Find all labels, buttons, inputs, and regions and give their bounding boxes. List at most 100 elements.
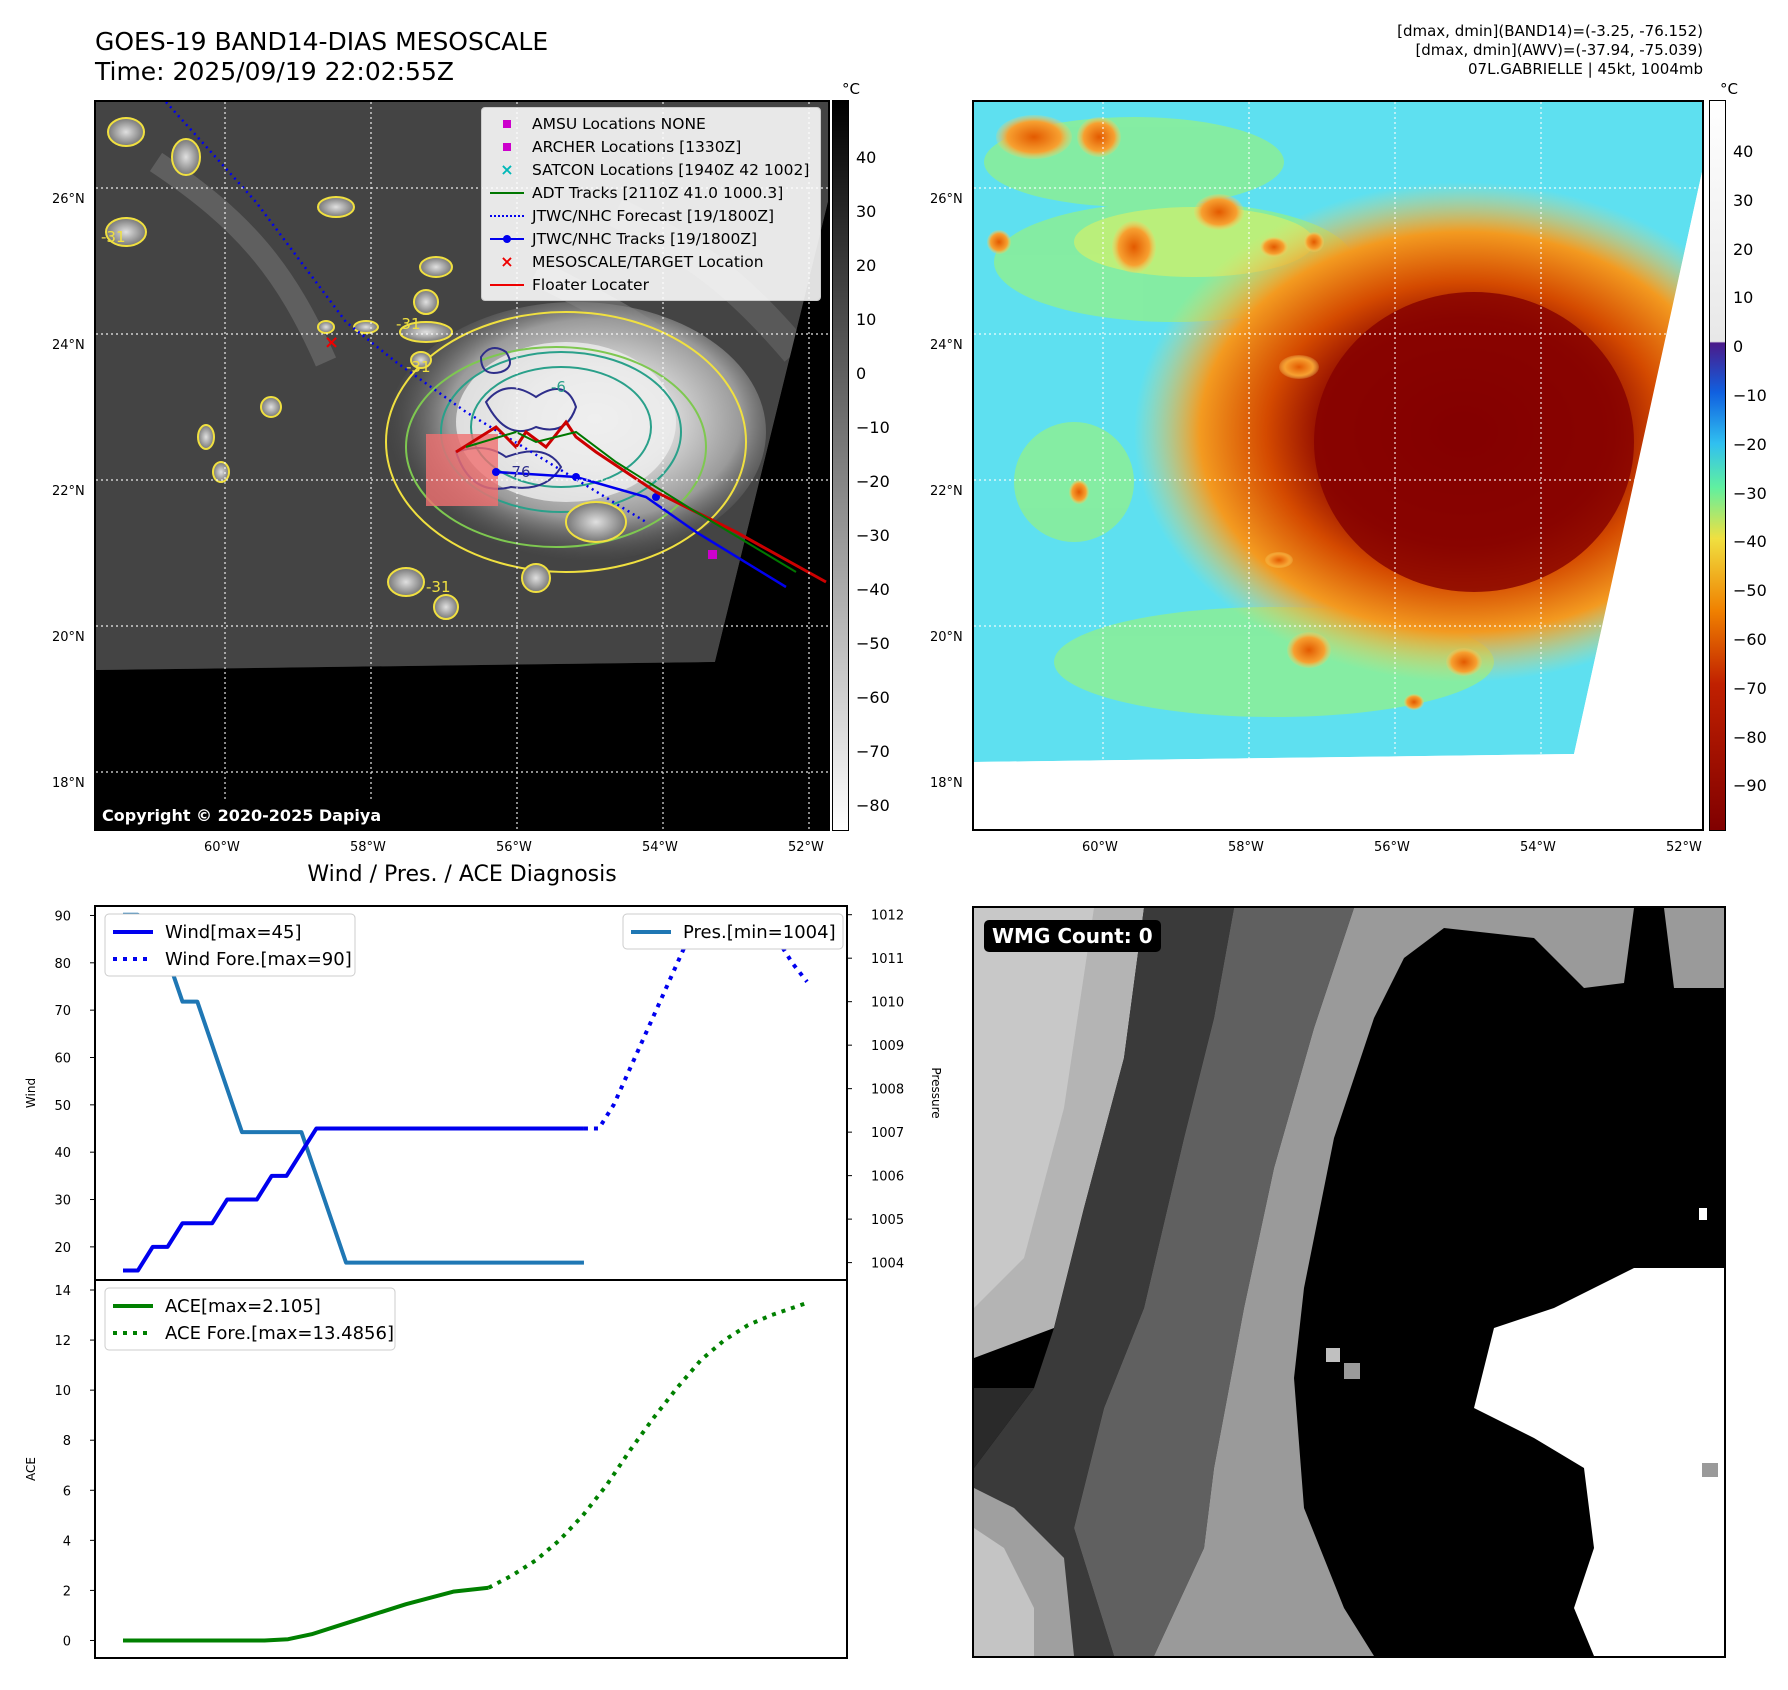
colorbar-tick: −10 <box>1733 386 1767 405</box>
colorbar-tick: 40 <box>1733 142 1754 161</box>
info-block: [dmax, dmin](BAND14)=(-3.25, -76.152) [d… <box>1397 22 1703 79</box>
colorbar-tick: 20 <box>1733 239 1754 259</box>
colorbar-tick: −30 <box>1733 483 1767 503</box>
lon-label: 56°W <box>1374 840 1410 855</box>
diagnosis-title: Wind / Pres. / ACE Diagnosis <box>307 862 617 887</box>
ace-y-tick-label: 2 <box>63 1584 71 1599</box>
wind-axis-label: Wind <box>24 1078 38 1108</box>
y-tick-label: 90 <box>54 909 71 924</box>
y-tick-label: 40 <box>54 1146 71 1161</box>
y-right-tick-label: 1006 <box>871 1170 904 1185</box>
ace-axis-label: ACE <box>24 1457 38 1481</box>
colorbar-tick: 0 <box>856 364 867 383</box>
info-line-2: [dmax, dmin](AWV)=(-37.94, -75.039) <box>1415 41 1703 59</box>
legend-item: Floater Locater <box>482 273 820 296</box>
lat-label: 22°N <box>52 484 85 499</box>
lon-label: 58°W <box>1228 840 1264 855</box>
contour-label: -31 <box>101 228 126 246</box>
lat-label: 20°N <box>52 630 85 645</box>
pressure-legend: Pres.[min=1004] <box>622 913 844 950</box>
floater-track <box>455 419 827 584</box>
ace-y-tick-label: 6 <box>63 1484 71 1499</box>
colorbar-tick: 20 <box>856 256 877 275</box>
legend-item: JTWC/NHC Forecast [19/1800Z] <box>482 204 820 227</box>
lat-label: 22°N <box>930 484 963 499</box>
lon-label: 54°W <box>1520 840 1556 855</box>
wind-line <box>123 1126 584 1273</box>
ace-y-tick-label: 10 <box>54 1384 71 1399</box>
adt-track <box>465 430 797 573</box>
colorbar-tick: 30 <box>1733 190 1754 210</box>
colorbar-tick: −90 <box>1733 776 1767 796</box>
colorbar-tick: 30 <box>856 202 877 221</box>
ace-line <box>123 1585 489 1643</box>
legend-item: × MESOSCALE/TARGET Location <box>500 252 764 271</box>
colorbar-tick: −60 <box>856 688 890 707</box>
copyright-label: Copyright © 2020-2025 Dapiya <box>96 802 388 829</box>
legend-item: ADT Tracks [2110Z 41.0 1000.3] <box>482 181 820 204</box>
y-tick-label: 80 <box>54 957 71 972</box>
colorbar-tick: −20 <box>856 472 890 491</box>
contour-label: -31 <box>396 315 421 333</box>
colorbar-tick: 0 <box>1733 337 1744 357</box>
colorbar-tick: −50 <box>856 634 890 653</box>
svg-text:×: × <box>324 332 339 353</box>
colorbar-tick: −70 <box>1733 678 1767 698</box>
y-right-tick-label: 1012 <box>871 909 904 924</box>
lat-label: 26°N <box>930 192 963 207</box>
y-right-tick-label: 1005 <box>871 1213 904 1228</box>
legend-item: ARCHER Locations [1330Z] <box>482 135 820 158</box>
ace-y-tick-label: 4 <box>63 1534 71 1549</box>
ir-map-panel[interactable]: × -31 -31 -31 -6 -76 -31 AMSU Locations … <box>94 100 830 831</box>
legend-label: Pres.[min=1004] <box>683 922 836 943</box>
legend-item: × SATCON Locations [1940Z 42 1002] <box>500 160 810 179</box>
legend-label: ACE Fore.[max=13.4856] <box>165 1323 394 1344</box>
y-tick-label: 60 <box>54 1051 71 1066</box>
y-tick-label: 30 <box>54 1194 71 1209</box>
colorbar-tick: −80 <box>1733 727 1767 747</box>
y-right-tick-label: 1004 <box>871 1257 904 1272</box>
y-right-tick-label: 1009 <box>871 1039 904 1054</box>
legend-label: Wind[max=45] <box>165 922 302 943</box>
y-right-tick-label: 1008 <box>871 1083 904 1098</box>
ace-y-tick-label: 12 <box>54 1334 71 1349</box>
y-tick-label: 70 <box>54 1004 71 1019</box>
colorbar-tick: −20 <box>1733 434 1767 454</box>
lat-label: 26°N <box>52 192 85 207</box>
pressure-axis-label: Pressure <box>929 1067 943 1118</box>
colorbar-tick: −70 <box>856 742 890 761</box>
y-tick-label: 20 <box>54 1241 71 1256</box>
ace-forecast-line <box>487 1300 808 1590</box>
info-line-1: [dmax, dmin](BAND14)=(-3.25, -76.152) <box>1397 22 1703 40</box>
contour-label: -76 <box>506 463 531 481</box>
lon-label: 56°W <box>496 840 532 855</box>
colorbar-tick: −40 <box>1733 532 1767 552</box>
colorbar-tick: −30 <box>856 526 890 545</box>
contour-label: -31 <box>406 358 431 376</box>
colorbar-tick: 10 <box>1733 288 1754 308</box>
contour-label: -31 <box>426 578 451 596</box>
legend-label: Wind Fore.[max=90] <box>165 949 352 970</box>
colorbar-unit: °C <box>842 80 860 98</box>
colorbar-tick: 40 <box>856 148 877 167</box>
legend-item: AMSU Locations NONE <box>482 112 820 135</box>
pressure-line <box>123 912 584 1265</box>
chart-time: Time: 2025/09/19 22:02:55Z <box>95 57 454 86</box>
mesoscale-box <box>426 434 498 506</box>
wmg-panel[interactable]: WMG Count: 0 <box>972 906 1726 1658</box>
colorbar-tick: −80 <box>856 796 890 815</box>
awv-map-panel[interactable] <box>972 100 1704 831</box>
wmg-count-badge: WMG Count: 0 <box>984 920 1161 952</box>
wmg-svg <box>974 908 1724 1656</box>
y-tick-label: 50 <box>54 1099 71 1114</box>
y-right-tick-label: 1011 <box>871 952 904 967</box>
y-right-tick-label: 1007 <box>871 1126 904 1141</box>
lon-label: 52°W <box>788 840 824 855</box>
map-legend: AMSU Locations NONE ARCHER Locations [13… <box>481 107 821 301</box>
lat-label: 18°N <box>930 776 963 791</box>
lon-label: 60°W <box>1082 840 1118 855</box>
colorbar-tick: −10 <box>856 418 890 437</box>
colorbar-tick: −50 <box>1733 581 1767 601</box>
ace-y-tick-label: 8 <box>63 1434 71 1449</box>
colorbar-unit: °C <box>1720 80 1738 98</box>
